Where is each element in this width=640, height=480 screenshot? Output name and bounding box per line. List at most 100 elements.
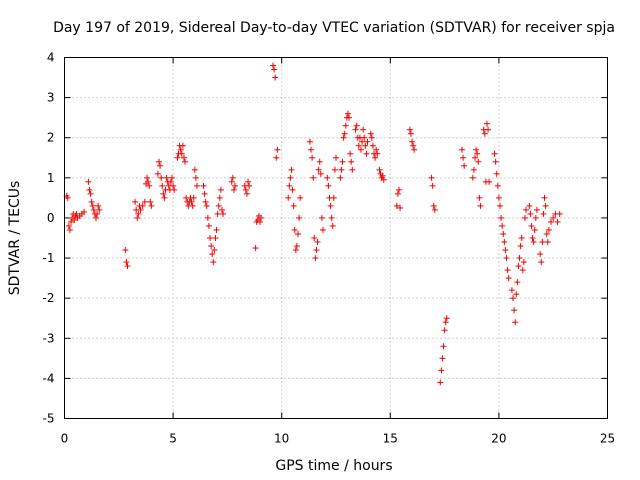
data-point bbox=[430, 202, 437, 209]
data-point bbox=[431, 206, 438, 213]
data-point bbox=[510, 295, 517, 302]
data-point bbox=[319, 226, 326, 233]
data-point bbox=[258, 214, 265, 221]
data-point bbox=[272, 74, 279, 81]
x-tick-labels: 0 5 10 15 20 25 bbox=[61, 432, 615, 446]
data-point bbox=[515, 263, 522, 270]
data-point bbox=[96, 206, 103, 213]
data-point bbox=[341, 130, 348, 137]
data-point bbox=[134, 214, 141, 221]
data-point bbox=[363, 150, 370, 157]
data-point bbox=[337, 174, 344, 181]
data-point bbox=[361, 134, 368, 141]
data-point bbox=[287, 174, 294, 181]
data-point bbox=[505, 275, 512, 282]
data-point bbox=[191, 166, 198, 173]
data-point bbox=[428, 174, 435, 181]
data-point bbox=[523, 206, 530, 213]
data-point bbox=[437, 379, 444, 386]
data-point bbox=[438, 367, 445, 374]
data-point bbox=[86, 186, 93, 193]
data-point bbox=[271, 66, 278, 73]
data-point bbox=[348, 158, 355, 165]
data-point bbox=[212, 235, 219, 241]
data-point bbox=[200, 182, 207, 189]
data-point bbox=[521, 214, 528, 221]
data-point bbox=[190, 194, 197, 201]
data-point bbox=[500, 230, 507, 237]
data-point bbox=[163, 174, 170, 181]
data-point bbox=[504, 267, 511, 274]
x-axis-title: GPS time / hours bbox=[275, 458, 392, 474]
data-point bbox=[311, 235, 318, 241]
y-tick-label: 3 bbox=[47, 91, 55, 105]
y-tick-label: -1 bbox=[43, 251, 55, 265]
data-point bbox=[364, 138, 371, 145]
data-point bbox=[204, 214, 211, 221]
data-point bbox=[330, 194, 337, 201]
x-tick-label: 0 bbox=[61, 432, 69, 446]
data-point bbox=[409, 138, 416, 145]
data-point bbox=[397, 204, 404, 211]
data-point bbox=[519, 267, 526, 274]
data-point bbox=[316, 158, 323, 165]
data-point bbox=[511, 307, 518, 314]
chart-title: Day 197 of 2019, Sidereal Day-to-day VTE… bbox=[53, 20, 615, 36]
data-point bbox=[308, 146, 315, 153]
data-point bbox=[270, 62, 277, 69]
data-point bbox=[469, 174, 476, 181]
x-tick-label: 20 bbox=[491, 432, 506, 446]
data-point bbox=[554, 218, 561, 225]
y-axis-title: SDTVAR / TECUs bbox=[7, 181, 23, 296]
data-point bbox=[124, 263, 131, 270]
data-point bbox=[406, 126, 413, 133]
data-point bbox=[218, 206, 225, 213]
data-point bbox=[494, 182, 501, 189]
data-point bbox=[66, 226, 73, 233]
data-point bbox=[217, 186, 224, 193]
plot-frame bbox=[64, 57, 608, 419]
data-point bbox=[297, 194, 304, 201]
data-point bbox=[493, 170, 500, 177]
data-point bbox=[481, 130, 488, 137]
data-point bbox=[148, 202, 155, 209]
data-point bbox=[310, 174, 317, 181]
data-point bbox=[531, 226, 538, 233]
data-point bbox=[527, 210, 534, 217]
data-point bbox=[485, 126, 492, 133]
data-point bbox=[324, 174, 331, 181]
data-point bbox=[246, 182, 253, 189]
y-tick-label: 2 bbox=[47, 131, 55, 145]
data-point bbox=[315, 166, 322, 173]
data-point bbox=[542, 202, 549, 209]
data-point bbox=[220, 210, 227, 217]
data-point bbox=[89, 202, 96, 209]
data-point bbox=[359, 138, 366, 145]
x-tick-label: 25 bbox=[600, 432, 615, 446]
data-point bbox=[518, 235, 525, 241]
data-point bbox=[154, 170, 161, 177]
data-point bbox=[312, 255, 319, 262]
data-point bbox=[192, 174, 199, 181]
data-point bbox=[273, 154, 280, 161]
data-point bbox=[543, 230, 550, 237]
data-point bbox=[274, 146, 281, 153]
data-point bbox=[477, 202, 484, 209]
data-point bbox=[292, 247, 299, 254]
data-point bbox=[242, 186, 249, 193]
data-point bbox=[331, 166, 338, 173]
data-point bbox=[285, 194, 292, 201]
data-point bbox=[73, 210, 80, 217]
y-tick-label: -4 bbox=[43, 371, 55, 385]
data-point bbox=[367, 130, 374, 137]
data-point bbox=[94, 210, 101, 217]
data-point bbox=[380, 176, 387, 183]
data-point bbox=[512, 319, 519, 326]
data-point bbox=[339, 158, 346, 165]
data-point bbox=[215, 202, 222, 209]
data-point bbox=[309, 154, 316, 161]
data-point bbox=[328, 214, 335, 221]
data-point bbox=[135, 210, 142, 217]
data-point bbox=[290, 202, 297, 209]
data-point bbox=[544, 239, 551, 246]
